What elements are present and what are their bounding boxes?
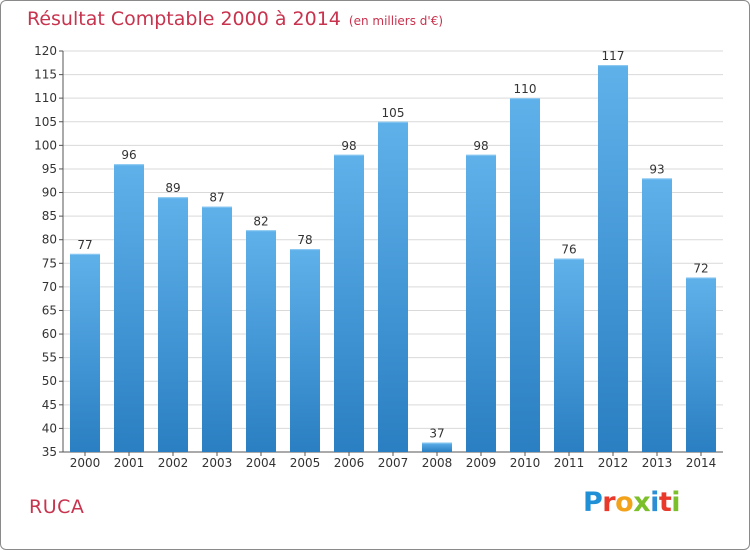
chart-unit: (en milliers d'€) xyxy=(348,14,444,28)
logo-letter: i xyxy=(671,487,681,518)
y-tick-label: 95 xyxy=(42,162,57,176)
y-tick-label: 75 xyxy=(42,256,57,270)
x-tick-label: 2014 xyxy=(686,456,717,470)
x-tick-label: 2012 xyxy=(598,456,629,470)
y-tick-label: 55 xyxy=(42,351,57,365)
logo-letter: P xyxy=(583,487,603,518)
x-tick-label: 2003 xyxy=(202,456,233,470)
data-label: 82 xyxy=(253,214,268,228)
y-tick-label: 70 xyxy=(42,280,57,294)
logo-letter: i xyxy=(650,487,659,518)
bar xyxy=(554,258,584,452)
y-tick-label: 90 xyxy=(42,186,57,200)
y-tick-label: 60 xyxy=(42,327,57,341)
data-label: 76 xyxy=(561,243,576,257)
data-label: 117 xyxy=(602,49,625,63)
logo-letter: r xyxy=(602,487,616,518)
data-label: 93 xyxy=(649,162,664,176)
data-label: 98 xyxy=(341,139,356,153)
y-tick-label: 120 xyxy=(34,44,57,58)
x-tick-label: 2005 xyxy=(290,456,321,470)
y-tick-label: 110 xyxy=(34,91,57,105)
commune-name: RUCA xyxy=(29,496,85,518)
data-label: 98 xyxy=(473,139,488,153)
x-tick-label: 2000 xyxy=(70,456,101,470)
y-tick-label: 85 xyxy=(42,209,57,223)
y-tick-label: 80 xyxy=(42,233,57,247)
y-tick-label: 105 xyxy=(34,115,57,129)
x-tick-label: 2010 xyxy=(510,456,541,470)
x-tick-label: 2004 xyxy=(246,456,277,470)
logo-letter: t xyxy=(658,487,672,518)
logo-letter: x xyxy=(633,487,651,518)
bar xyxy=(510,98,540,453)
data-label: 96 xyxy=(121,148,136,162)
data-label: 87 xyxy=(209,191,224,205)
data-label: 37 xyxy=(429,427,444,441)
y-tick-label: 65 xyxy=(42,303,57,317)
data-label: 110 xyxy=(514,82,537,96)
proxiti-logo: Proxiti xyxy=(583,487,681,518)
x-tick-label: 2001 xyxy=(114,456,145,470)
x-tick-label: 2008 xyxy=(422,456,453,470)
y-tick-label: 50 xyxy=(42,374,57,388)
bar xyxy=(422,442,452,452)
y-tick-label: 45 xyxy=(42,398,57,412)
y-tick-label: 35 xyxy=(42,445,57,459)
bar xyxy=(158,197,188,452)
x-tick-label: 2006 xyxy=(334,456,365,470)
bar xyxy=(378,121,408,452)
chart-title-block: Résultat Comptable 2000 à 2014 (en millie… xyxy=(27,8,443,30)
x-tick-label: 2011 xyxy=(554,456,585,470)
x-tick-label: 2013 xyxy=(642,456,673,470)
y-tick-label: 100 xyxy=(34,138,57,152)
bar xyxy=(686,277,716,452)
x-tick-label: 2007 xyxy=(378,456,409,470)
x-tick-label: 2002 xyxy=(158,456,189,470)
y-tick-label: 40 xyxy=(42,421,57,435)
bar xyxy=(598,65,628,452)
bar xyxy=(70,253,100,452)
y-tick-label: 115 xyxy=(34,68,57,82)
bar xyxy=(290,249,320,452)
chart-title: Résultat Comptable 2000 à 2014 xyxy=(27,8,341,30)
bar xyxy=(334,154,364,452)
bar xyxy=(642,178,672,452)
bar xyxy=(114,164,144,453)
data-label: 105 xyxy=(382,106,405,120)
logo-letter: o xyxy=(615,487,634,518)
bar xyxy=(202,206,232,452)
x-tick-label: 2009 xyxy=(466,456,497,470)
data-label: 77 xyxy=(77,238,92,252)
bar xyxy=(246,230,276,452)
bar xyxy=(466,154,496,452)
data-label: 89 xyxy=(165,181,180,195)
data-label: 72 xyxy=(693,261,708,275)
data-label: 78 xyxy=(297,233,312,247)
